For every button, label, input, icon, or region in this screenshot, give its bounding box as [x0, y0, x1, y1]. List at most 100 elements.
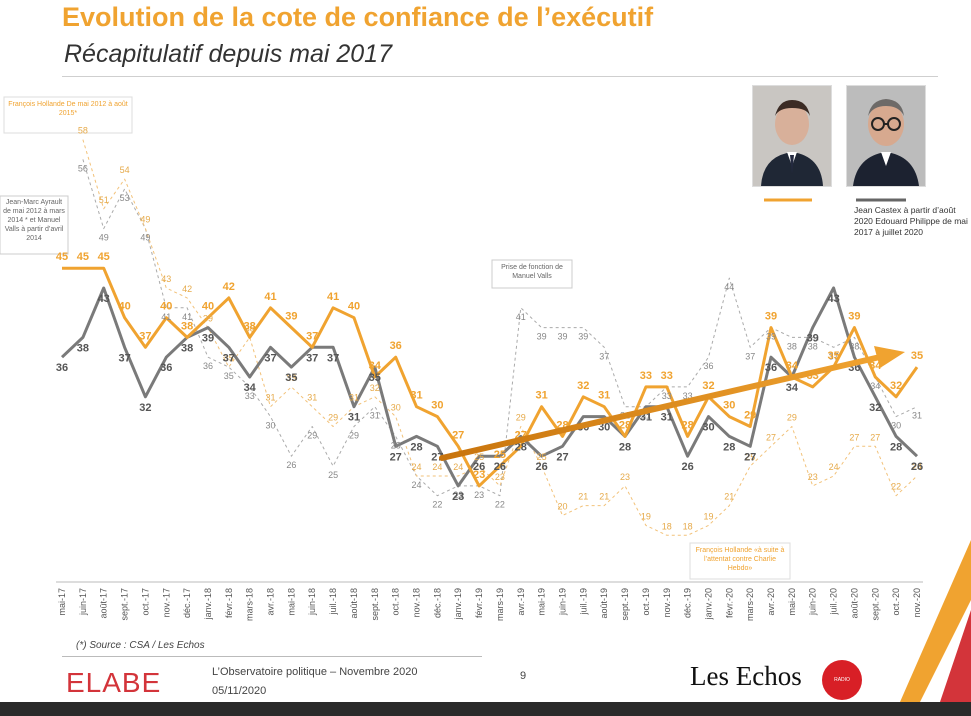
- x-tick-label: avr.-18: [266, 588, 276, 616]
- data-label-series-2: 23: [495, 472, 505, 482]
- data-label-series-0: 32: [577, 380, 589, 392]
- data-label-series-2: 33: [286, 373, 296, 383]
- data-label-series-1: 37: [327, 352, 339, 364]
- x-axis: mai-17 juin-17 août-17 sept.-17 oct.-17 nov.-…: [56, 581, 923, 621]
- data-label-series-3: 33: [662, 391, 672, 401]
- data-label-series-1: 39: [807, 333, 819, 345]
- data-label-series-2: 42: [182, 284, 192, 294]
- x-tick-label: juin-18: [307, 588, 317, 616]
- data-label-series-0: 33: [640, 370, 652, 382]
- annotation-hollande: François Hollande De mai 2012 à août 201…: [8, 101, 128, 117]
- radio-classique-logo: RADIO CLASSIQUE: [822, 660, 862, 700]
- data-label-series-2: 21: [724, 492, 734, 502]
- data-label-series-3: 49: [99, 233, 109, 243]
- data-label-series-0: 36: [390, 340, 402, 352]
- x-tick-label: janv.-18: [203, 588, 213, 620]
- data-label-series-2: 25: [745, 452, 755, 462]
- data-label-series-0: 45: [77, 251, 89, 263]
- data-label-series-3: 31: [641, 411, 651, 421]
- data-label-series-1: 28: [410, 441, 422, 453]
- data-label-series-2: 32: [370, 383, 380, 393]
- data-label-series-2: 21: [578, 492, 588, 502]
- data-label-series-0: 32: [890, 380, 902, 392]
- x-tick-label: mars-18: [245, 588, 255, 621]
- data-label-series-3: 24: [411, 480, 421, 490]
- data-label-series-2: 24: [912, 462, 922, 472]
- x-tick-label: mai-18: [286, 588, 296, 616]
- data-label-series-0: 31: [410, 390, 422, 402]
- data-label-series-3: 38: [808, 341, 818, 351]
- data-label-series-2: 18: [683, 521, 693, 531]
- x-tick-label: mai-19: [537, 588, 547, 616]
- data-label-series-3: 44: [724, 282, 734, 292]
- data-label-series-0: 35: [827, 350, 839, 362]
- data-label-series-2: 24: [432, 462, 442, 472]
- portrait-photo-2: [846, 85, 926, 187]
- series-line-2: [82, 139, 918, 536]
- data-label-series-2: 58: [78, 126, 88, 136]
- data-label-series-3: 26: [286, 460, 296, 470]
- data-label-series-2: 19: [703, 511, 713, 521]
- data-label-series-3: 23: [474, 490, 484, 500]
- data-label-series-3: 38: [849, 341, 859, 351]
- data-label-series-1: 38: [77, 342, 89, 354]
- data-label-series-2: 25: [474, 452, 484, 462]
- data-label-series-2: 30: [391, 403, 401, 413]
- data-label-series-3: 34: [870, 381, 880, 391]
- data-label-series-0: 38: [181, 320, 193, 332]
- annotation-ayrault-box: [0, 195, 69, 255]
- page-number: 9: [520, 670, 527, 682]
- data-label-series-1: 43: [98, 293, 110, 305]
- data-label-series-0: 39: [765, 311, 777, 323]
- x-tick-label: juil.-19: [578, 588, 588, 616]
- data-label-series-1: 28: [890, 441, 902, 453]
- data-label-series-0: 30: [431, 400, 443, 412]
- data-label-series-2: 43: [161, 274, 171, 284]
- data-label-series-2: 39: [203, 314, 213, 324]
- data-label-series-1: 35: [285, 372, 297, 384]
- data-label-series-1: 23: [452, 491, 464, 503]
- annotations: François Hollande De mai 2012 à août 201…: [0, 96, 791, 580]
- data-label-series-1: 27: [390, 451, 402, 463]
- data-label-series-2: 31: [265, 393, 275, 403]
- data-label-series-0: 31: [535, 390, 547, 402]
- x-tick-label: oct.-20: [891, 588, 901, 616]
- data-label-series-3: 33: [245, 391, 255, 401]
- data-label-series-1: 26: [494, 461, 506, 473]
- data-label-series-3: 56: [78, 163, 88, 173]
- corner-decoration: [900, 540, 971, 702]
- x-tick-label: oct.-17: [140, 588, 150, 616]
- x-tick-label: janv.-20: [703, 588, 713, 620]
- deco-red-stripe: [940, 610, 971, 702]
- trend-arrow: [439, 346, 905, 461]
- x-tick-label: sept.-18: [370, 588, 380, 621]
- data-label-series-1: 32: [869, 402, 881, 414]
- data-label-series-1: 26: [535, 461, 547, 473]
- bottom-bar: [0, 702, 971, 716]
- data-label-series-3: 25: [328, 470, 338, 480]
- data-label-series-1: 30: [702, 422, 714, 434]
- data-label-series-1: 36: [765, 362, 777, 374]
- data-label-series-1: 26: [681, 461, 693, 473]
- x-tick-label: nov.-18: [412, 588, 422, 617]
- data-label-series-2: 31: [349, 393, 359, 403]
- x-tick-label: nov.-19: [662, 588, 672, 617]
- annotation-charlie-holder: François Hollande «à suite à l’attentat …: [696, 547, 785, 572]
- data-label-series-0: 40: [202, 301, 214, 313]
- data-label-series-0: 27: [452, 429, 464, 441]
- data-label-series-2: 31: [307, 393, 317, 403]
- header-divider: [62, 76, 938, 77]
- legend-castex-label: Jean Castex à partir d’août 2020 Edouard…: [854, 205, 968, 237]
- x-tick-label: déc.-18: [432, 588, 442, 618]
- x-tick-label: août-20: [849, 588, 859, 619]
- x-tick-label: août-18: [349, 588, 359, 619]
- data-label-series-0: 35: [911, 350, 923, 362]
- data-label-series-2: 35: [224, 353, 234, 363]
- data-label-series-1: 36: [56, 362, 68, 374]
- x-tick-label: févr.-18: [224, 588, 234, 618]
- data-label-series-1: 37: [264, 352, 276, 364]
- x-tick-label: sept.-17: [120, 588, 130, 621]
- data-label-series-0: 28: [619, 419, 631, 431]
- data-label-series-0: 40: [160, 301, 172, 313]
